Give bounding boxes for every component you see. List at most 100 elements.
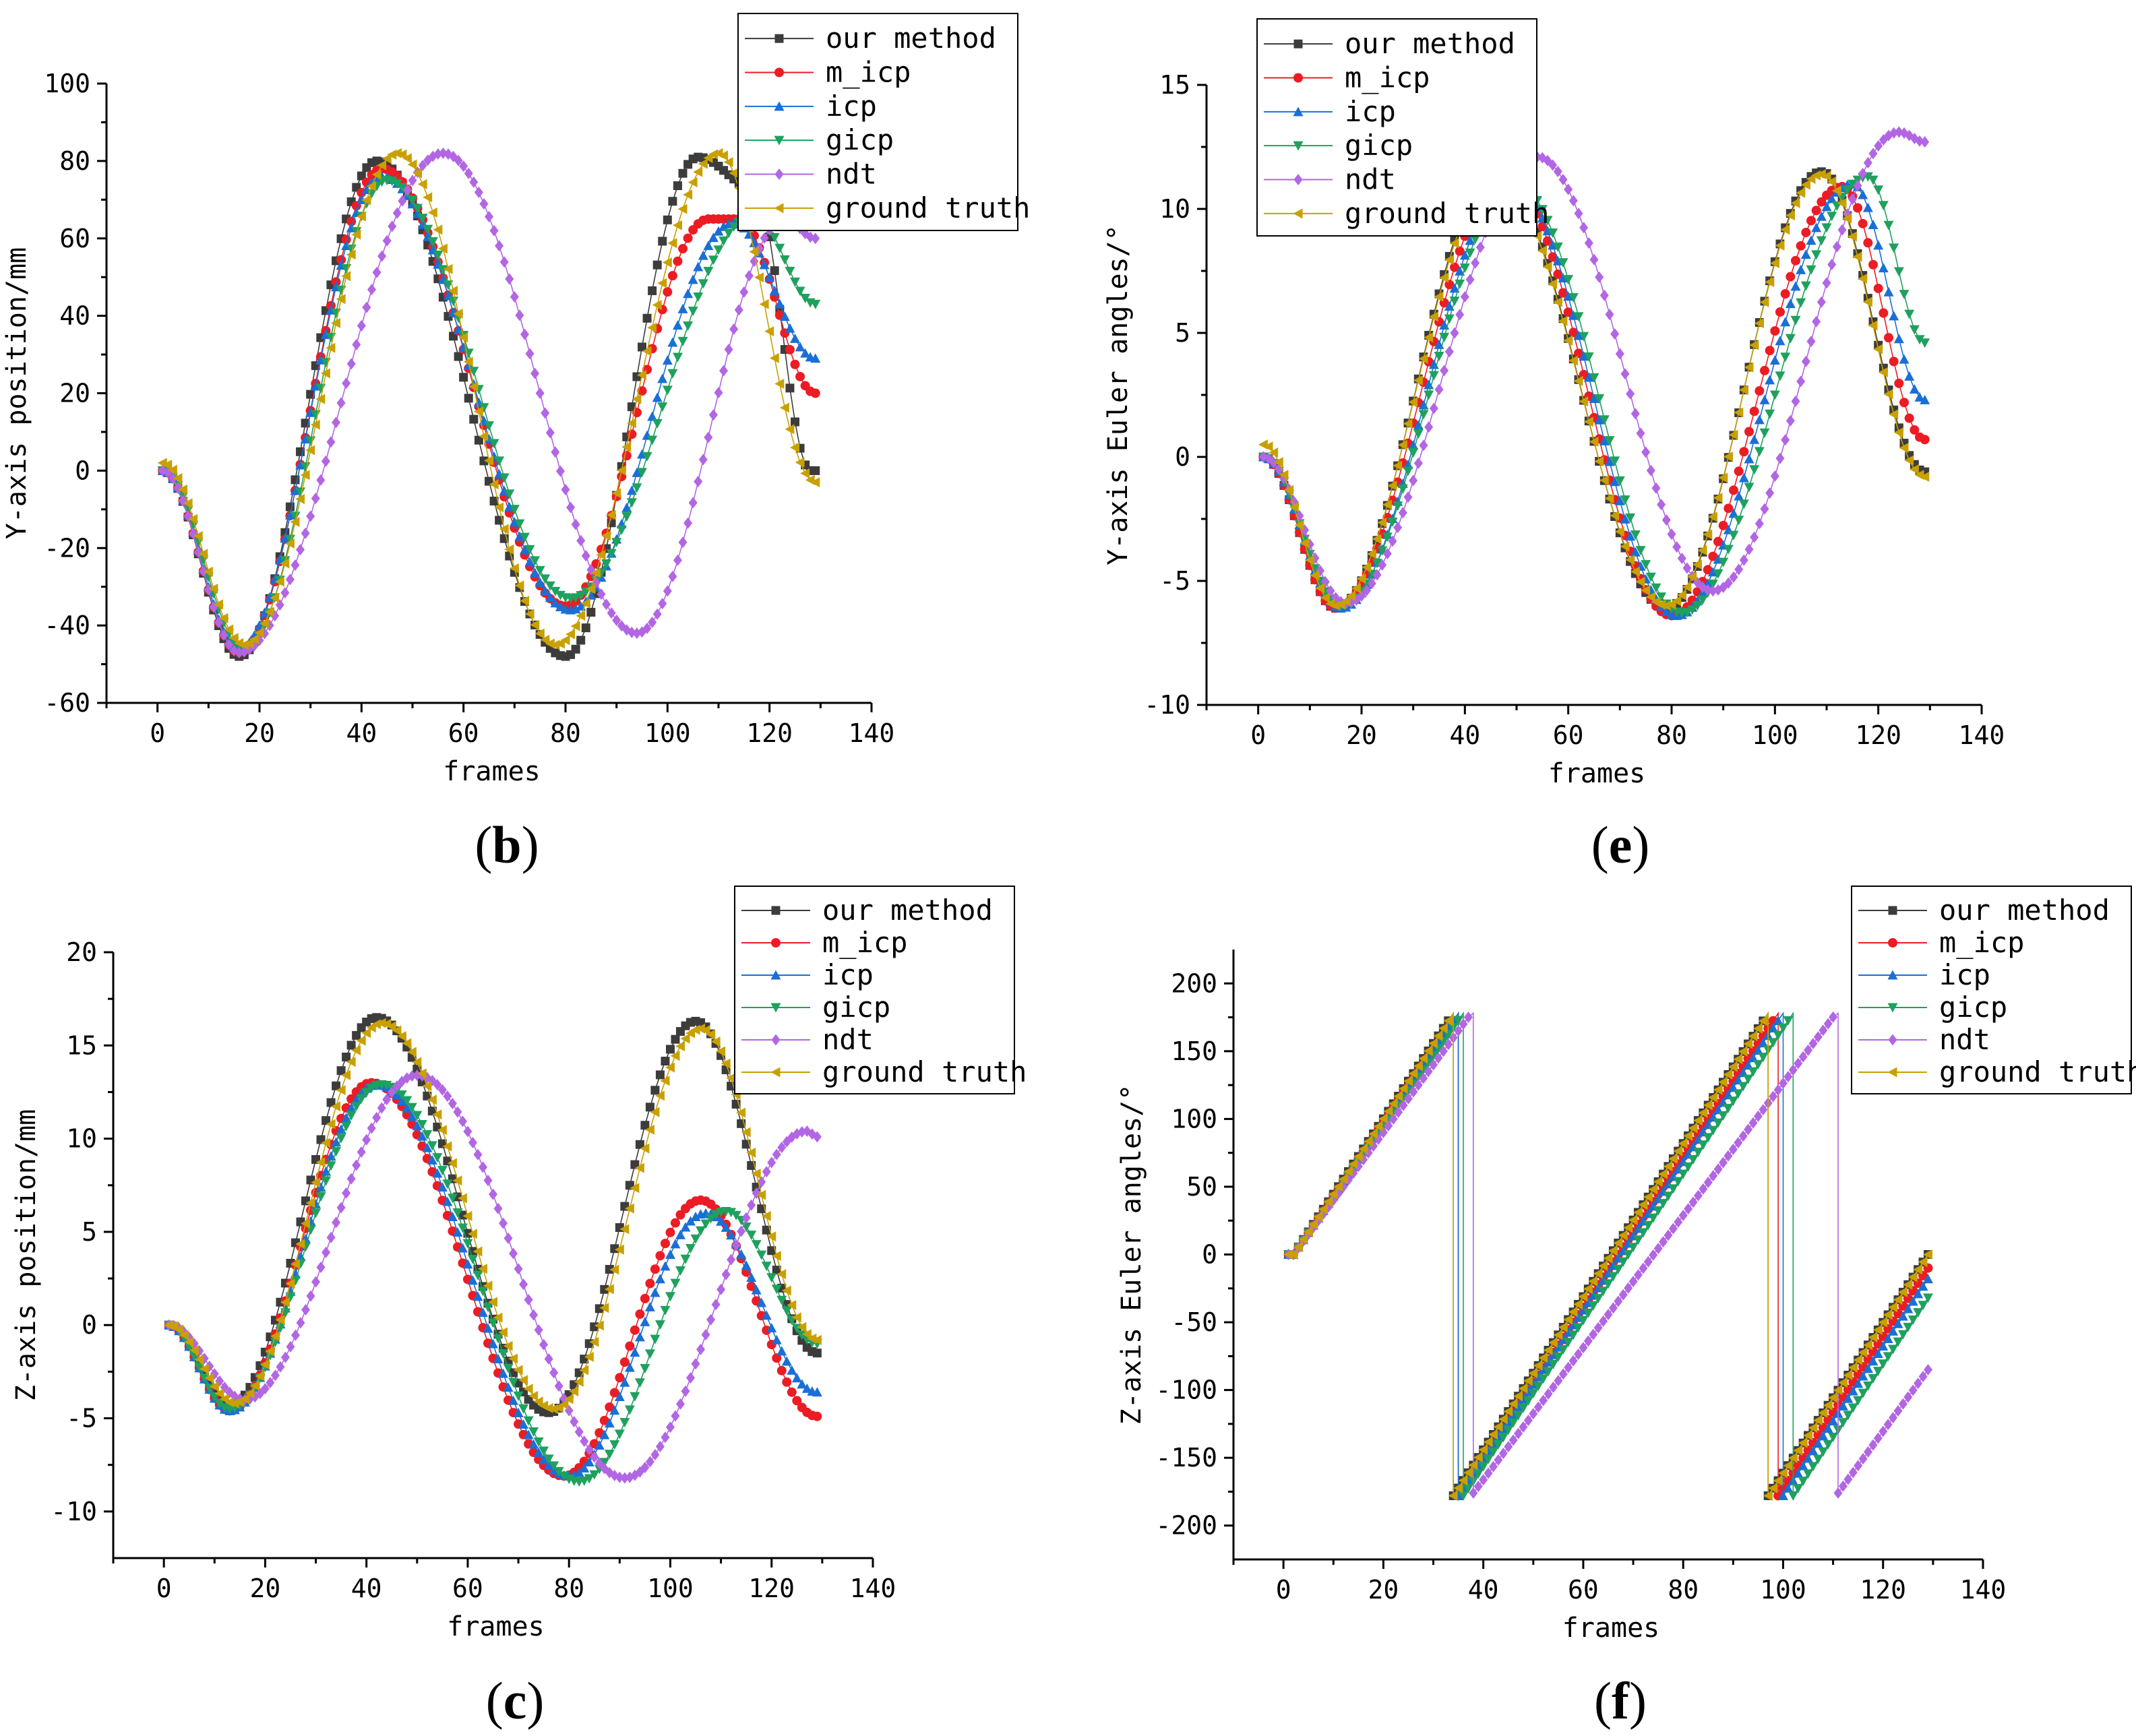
data-point <box>757 1204 766 1214</box>
data-point <box>1397 439 1407 450</box>
x-tick-label: 20 <box>1368 1575 1399 1605</box>
x-tick-label: 20 <box>250 1574 281 1603</box>
data-point <box>1723 503 1734 514</box>
data-point <box>1723 1150 1733 1162</box>
data-point <box>683 288 694 299</box>
data-point <box>1903 1322 1914 1332</box>
data-point <box>463 1125 472 1138</box>
data-point <box>616 525 627 535</box>
data-point <box>432 1168 443 1178</box>
data-point <box>418 160 427 172</box>
data-point <box>1388 1098 1398 1109</box>
data-point <box>1366 569 1377 580</box>
data-point <box>1439 332 1450 342</box>
data-point <box>1620 514 1630 524</box>
data-point <box>1920 338 1930 348</box>
data-point <box>1408 448 1419 458</box>
data-point <box>1413 429 1424 439</box>
data-point <box>1618 1289 1628 1301</box>
data-point <box>1593 1322 1603 1334</box>
data-point <box>535 577 545 587</box>
data-point <box>1387 480 1397 491</box>
data-point <box>545 638 555 649</box>
data-point <box>1523 1415 1533 1427</box>
legend-label: ground truth <box>822 1055 1027 1088</box>
data-point <box>316 1261 326 1273</box>
data-point <box>315 1192 326 1202</box>
data-point <box>688 177 698 187</box>
data-point <box>645 1103 654 1112</box>
data-point <box>619 1224 630 1235</box>
data-point <box>662 385 673 396</box>
data-point <box>437 1182 448 1192</box>
data-point <box>1763 1490 1773 1501</box>
data-point <box>387 177 398 187</box>
data-point <box>198 549 208 559</box>
data-point <box>1434 352 1444 362</box>
y-tick-label: -150 <box>1155 1443 1217 1472</box>
y-tick-label: -100 <box>1155 1375 1217 1405</box>
data-point <box>458 1115 467 1127</box>
data-point <box>721 1065 731 1074</box>
data-point <box>766 1231 776 1242</box>
data-point <box>346 244 357 254</box>
data-point <box>1842 213 1852 224</box>
panel-f-plot: 0 20 40 60 80 100 120 140-200-150-100-500501001… <box>1116 886 2136 1644</box>
data-point <box>295 1251 306 1262</box>
data-point <box>188 514 198 524</box>
data-point <box>1398 1083 1408 1094</box>
data-point <box>540 586 551 596</box>
legend-marker <box>1887 970 1898 980</box>
data-point <box>519 545 530 555</box>
data-point <box>1889 1412 1898 1424</box>
data-point <box>509 517 520 527</box>
data-point <box>1903 1279 1913 1290</box>
data-point <box>1897 1330 1908 1340</box>
data-point <box>1418 1053 1428 1064</box>
y-tick-label: -40 <box>44 611 90 640</box>
data-point <box>703 241 714 251</box>
data-point <box>305 445 315 456</box>
data-point <box>407 1070 417 1082</box>
data-point <box>570 604 581 614</box>
data-point <box>1868 175 1879 185</box>
data-point <box>731 1239 741 1251</box>
data-point <box>683 321 694 331</box>
data-point <box>1630 530 1641 540</box>
data-point <box>346 1111 357 1121</box>
data-point <box>1538 1353 1548 1363</box>
data-point <box>266 1377 275 1389</box>
data-point <box>744 270 754 282</box>
data-point <box>366 181 376 191</box>
data-point <box>1743 1074 1754 1084</box>
data-point <box>741 1260 752 1270</box>
data-point <box>1909 464 1919 474</box>
data-point <box>1593 1294 1604 1304</box>
x-tick-label: 20 <box>1346 720 1377 750</box>
data-point <box>1459 263 1470 273</box>
data-point <box>513 1391 524 1401</box>
data-point <box>1651 482 1661 494</box>
data-point <box>301 527 310 539</box>
data-point <box>1796 264 1806 274</box>
data-point <box>774 299 785 309</box>
data-point <box>472 1291 483 1301</box>
data-point <box>1862 202 1873 212</box>
data-point <box>610 1244 619 1253</box>
data-point <box>761 1310 772 1320</box>
data-point <box>468 1137 477 1149</box>
data-point <box>1300 538 1310 549</box>
data-point <box>1783 1071 1793 1083</box>
data-point <box>1539 1394 1548 1406</box>
data-point <box>284 534 295 545</box>
data-point <box>698 158 708 169</box>
data-point <box>1494 1454 1503 1466</box>
data-point <box>1518 1383 1528 1394</box>
data-point <box>609 1264 619 1275</box>
data-point <box>513 1408 524 1418</box>
data-point <box>1821 223 1832 233</box>
data-point <box>1786 272 1796 282</box>
data-point <box>790 277 800 287</box>
data-point <box>346 1041 356 1050</box>
